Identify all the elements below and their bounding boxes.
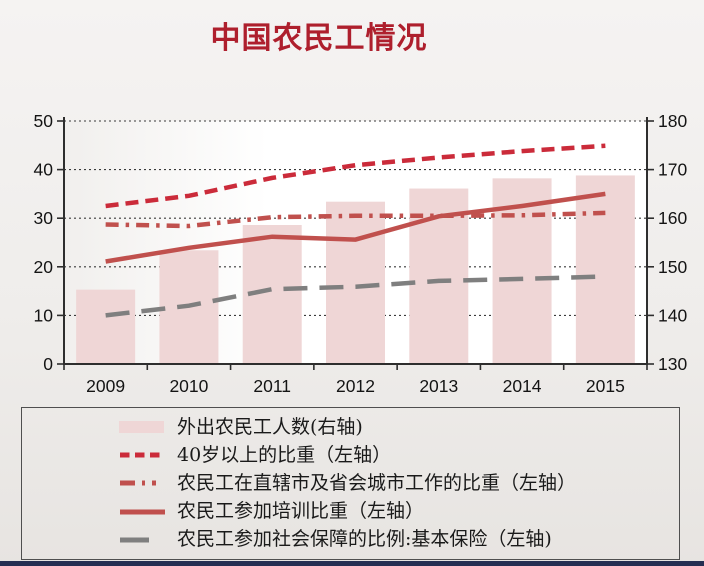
chart-canvas: 0 10 20 30 40 50 130 140 150 160 170 180 2009 2010 201… [34,111,688,396]
left-axis-label-0: 0 [43,354,53,374]
legend-label: 40岁以上的比重（左轴） [177,443,392,466]
series-line-solid [105,191,606,264]
legend-item-social-insurance-share: 农民工参加社会保障的比例:基本保险（左轴) [118,529,671,550]
series-line-longdash [105,274,606,318]
bar-2009 [76,289,136,364]
chart-legend: 外出农民工人数(右轴) 40岁以上的比重（左轴） 农民工在直辖市及省会城市工作的… [21,407,680,560]
series-line-dashdot [105,210,606,229]
left-axis-label-50: 50 [34,111,54,131]
red-solid-line-swatch-icon [118,503,168,521]
series-line-dashed [105,143,606,209]
legend-item-training-share: 农民工参加培训比重（左轴） [118,501,671,522]
right-axis-label-160: 160 [658,208,687,228]
right-axis-label-150: 150 [658,257,687,277]
legend-item-outbound-count: 外出农民工人数(右轴) [118,415,671,438]
year-label-2013: 2013 [419,376,458,396]
red-dashed-line-swatch-icon [118,446,168,464]
red-dashdot-line-swatch-icon [118,474,168,492]
year-label-2014: 2014 [503,376,542,396]
slide-footer-strip [0,561,704,566]
right-axis-label-140: 140 [658,305,687,325]
page-title: 中国农民工情况 [210,22,428,55]
right-axis-label-180: 180 [658,111,687,131]
year-label-2009: 2009 [86,376,125,396]
year-label-2010: 2010 [169,376,208,396]
legend-label: 外出农民工人数(右轴) [177,415,363,438]
legend-item-over40-share: 40岁以上的比重（左轴） [118,443,671,466]
swatch-bar [119,421,164,434]
gray-line-swatch-icon [118,531,168,549]
pink-bar-swatch-icon [118,418,168,436]
year-label-2015: 2015 [586,376,625,396]
migrant-workers-chart: 0 10 20 30 40 50 130 140 150 160 170 180 2009 2010 201… [0,100,704,405]
bar-2015 [575,175,635,364]
right-axis-label-130: 130 [658,354,687,374]
legend-label: 农民工参加社会保障的比例:基本保险（左轴) [177,528,552,551]
year-label-2011: 2011 [253,376,291,396]
legend-label: 农民工在直辖市及省会城市工作的比重（左轴） [177,472,577,495]
year-label-2012: 2012 [336,376,375,396]
left-axis-label-40: 40 [34,160,54,180]
left-axis-label-20: 20 [34,257,54,277]
legend-item-city-work-share: 农民工在直辖市及省会城市工作的比重（左轴） [118,473,671,494]
legend-label: 农民工参加培训比重（左轴） [177,500,425,523]
left-axis-label-30: 30 [34,208,54,228]
right-axis-label-170: 170 [658,160,687,180]
bar-2012 [326,201,385,364]
left-axis-label-10: 10 [34,305,54,325]
